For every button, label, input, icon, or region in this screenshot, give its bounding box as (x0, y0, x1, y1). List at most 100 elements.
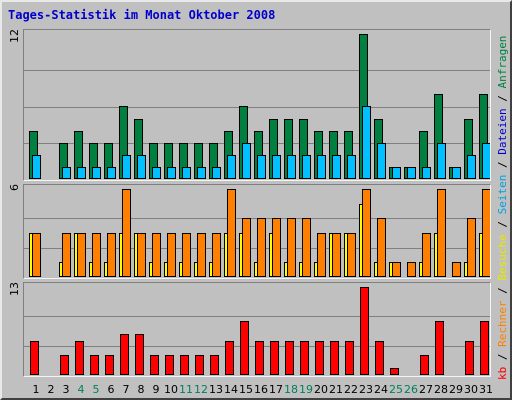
x-tick-label: 1 (32, 383, 40, 396)
bar-rechner-day-15 (242, 218, 251, 277)
bar-dateien-day-4 (77, 167, 86, 179)
chart-anfragen-svg (24, 34, 490, 179)
x-tick-label: 6 (107, 383, 115, 396)
bar-kb-day-13 (210, 355, 219, 375)
x-tick-label: 28 (434, 383, 448, 396)
bar-rechner-day-18 (287, 218, 296, 277)
bar-kb-day-5 (90, 355, 99, 375)
bar-dateien-day-31 (482, 143, 490, 179)
x-tick-label: 21 (329, 383, 343, 396)
bar-rechner-day-5 (92, 233, 101, 277)
legend-sep: / (496, 346, 509, 367)
x-tick-label: 29 (449, 383, 463, 396)
chart-panel-kb (23, 282, 491, 377)
bar-rechner-day-3 (62, 233, 71, 277)
bar-dateien-day-26 (407, 167, 416, 179)
bar-dateien-day-22 (347, 155, 356, 179)
bar-dateien-day-28 (437, 143, 446, 179)
bar-rechner-day-20 (317, 233, 326, 277)
legend-rechner: Rechner (496, 300, 509, 347)
x-tick-label: 23 (359, 383, 373, 396)
bar-rechner-day-22 (347, 233, 356, 277)
y-max-label-kb: 13 (8, 282, 21, 296)
x-tick-label: 25 (389, 383, 403, 396)
bar-dateien-day-6 (107, 167, 116, 179)
x-tick-label: 19 (299, 383, 313, 396)
bar-dateien-day-27 (422, 167, 431, 179)
x-tick-label: 16 (254, 383, 268, 396)
bar-rechner-day-17 (272, 218, 281, 277)
legend-dateien: Dateien (496, 108, 509, 155)
bar-rechner-day-29 (452, 262, 461, 277)
bar-dateien-day-9 (152, 167, 161, 179)
bar-kb-day-20 (315, 341, 324, 375)
bar-dateien-day-13 (212, 167, 221, 179)
bar-dateien-day-8 (137, 155, 146, 179)
bar-dateien-day-12 (197, 167, 206, 179)
x-tick-label: 8 (137, 383, 145, 396)
x-tick-label: 12 (194, 383, 208, 396)
x-tick-label: 31 (479, 383, 493, 396)
bar-dateien-day-5 (92, 167, 101, 179)
bar-kb-day-19 (300, 341, 309, 375)
bar-kb-day-30 (465, 341, 474, 375)
y-max-label-besuche: 6 (8, 184, 21, 191)
x-tick-label: 27 (419, 383, 433, 396)
bar-kb-day-28 (435, 321, 444, 375)
bar-kb-day-10 (165, 355, 174, 375)
bar-rechner-day-13 (212, 233, 221, 277)
bar-dateien-day-10 (167, 167, 176, 179)
bar-dateien-day-23 (362, 106, 371, 179)
bar-kb-day-24 (375, 341, 384, 375)
bar-rechner-day-27 (422, 233, 431, 277)
bar-kb-day-1 (30, 341, 39, 375)
bar-kb-day-17 (270, 341, 279, 375)
chart-panel-besuche (23, 184, 491, 279)
chart-kb-svg (24, 287, 490, 375)
bar-dateien-day-7 (122, 155, 131, 179)
bar-kb-day-22 (345, 341, 354, 375)
bar-kb-day-23 (360, 287, 369, 375)
bar-dateien-day-30 (467, 155, 476, 179)
bar-kb-day-15 (240, 321, 249, 375)
bar-kb-day-25 (390, 368, 399, 375)
bar-kb-day-7 (120, 334, 129, 375)
chart-panel-anfragen (23, 29, 491, 181)
legend-sep: / (496, 214, 509, 235)
x-tick-label: 7 (122, 383, 130, 396)
x-tick-label: 11 (179, 383, 193, 396)
bar-rechner-day-11 (182, 233, 191, 277)
bar-kb-day-12 (195, 355, 204, 375)
x-tick-label: 15 (239, 383, 253, 396)
bar-dateien-day-25 (392, 167, 401, 179)
x-tick-label: 22 (344, 383, 358, 396)
bar-rechner-day-21 (332, 233, 341, 277)
bar-dateien-day-1 (32, 155, 41, 179)
bar-rechner-day-23 (362, 189, 371, 277)
legend-sep: / (496, 154, 509, 175)
bar-dateien-day-18 (287, 155, 296, 179)
bar-rechner-day-8 (137, 233, 146, 277)
bar-rechner-day-14 (227, 189, 236, 277)
x-tick-label: 2 (47, 383, 55, 396)
bar-rechner-day-12 (197, 233, 206, 277)
bar-rechner-day-1 (32, 233, 41, 277)
bar-kb-day-27 (420, 355, 429, 375)
bar-dateien-day-24 (377, 143, 386, 179)
bar-dateien-day-11 (182, 167, 191, 179)
bar-dateien-day-16 (257, 155, 266, 179)
bar-kb-day-11 (180, 355, 189, 375)
bar-dateien-day-17 (272, 155, 281, 179)
bar-rechner-day-7 (122, 189, 131, 277)
bar-rechner-day-31 (482, 189, 490, 277)
bar-dateien-day-20 (317, 155, 326, 179)
chart-besuche-svg (24, 189, 490, 277)
bar-kb-day-16 (255, 341, 264, 375)
legend-anfragen: Anfragen (496, 35, 509, 89)
x-tick-label: 14 (224, 383, 238, 396)
x-tick-label: 13 (209, 383, 223, 396)
x-tick-label: 18 (284, 383, 298, 396)
legend-besuche: Besuche (496, 234, 509, 281)
bar-kb-day-21 (330, 341, 339, 375)
